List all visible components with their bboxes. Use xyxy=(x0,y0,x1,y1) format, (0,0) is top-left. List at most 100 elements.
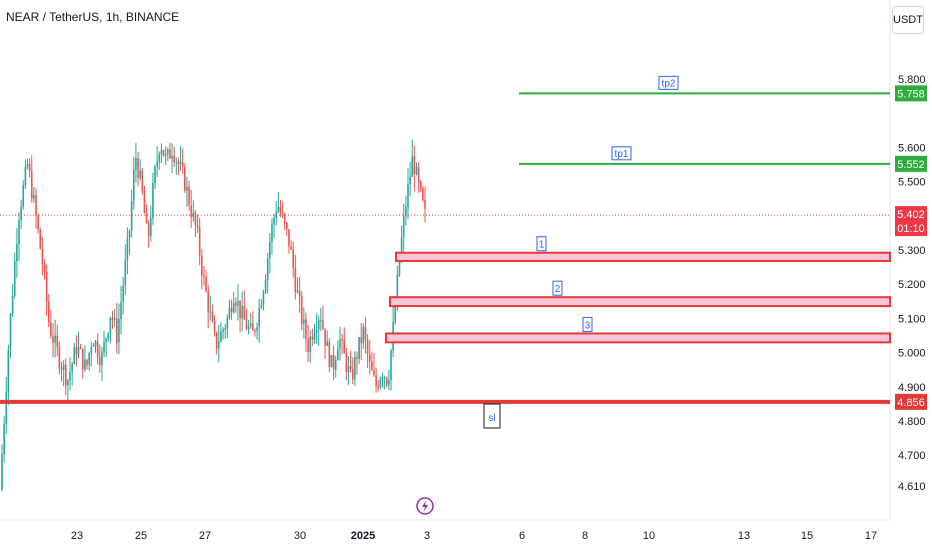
candle-body xyxy=(45,272,48,302)
candle-body xyxy=(283,214,286,223)
candle-body xyxy=(118,319,120,343)
candle-body xyxy=(215,332,218,349)
chart-symbol-title: NEAR / TetherUS, 1h, BINANCE xyxy=(6,10,180,24)
candle-body xyxy=(184,166,186,191)
candle-body xyxy=(281,213,284,215)
candle-body xyxy=(364,326,367,340)
candle-body xyxy=(241,305,243,319)
level-badge-tp1 xyxy=(895,155,927,172)
level-badge-text: 5.552 xyxy=(897,159,925,171)
candle-body xyxy=(419,181,422,189)
candle-body xyxy=(298,290,301,297)
last-price-countdown: 01:10 xyxy=(897,223,925,235)
entry-zone-2[interactable] xyxy=(389,296,891,308)
candle-body xyxy=(84,359,86,370)
time-tick-label: 6 xyxy=(519,530,525,542)
candle-body xyxy=(9,314,12,350)
candle-body xyxy=(317,320,320,330)
candle-body xyxy=(235,302,237,306)
candle-body xyxy=(307,338,309,353)
candle-body xyxy=(224,328,226,330)
candle-body xyxy=(209,311,212,313)
candle-body xyxy=(379,379,382,387)
candle-body xyxy=(375,375,377,387)
candle-body xyxy=(196,224,199,228)
candle-body xyxy=(75,347,78,355)
candle-body xyxy=(60,368,63,370)
candle-body xyxy=(228,307,231,319)
candle-body xyxy=(424,200,426,209)
candle-body xyxy=(260,305,263,308)
candle-body xyxy=(360,337,363,344)
candle-body xyxy=(22,185,25,207)
time-tick-label: 17 xyxy=(865,530,877,542)
candle-body xyxy=(305,319,307,339)
candle-body xyxy=(39,229,42,249)
candle-body xyxy=(96,341,99,358)
candle-body xyxy=(90,346,93,354)
candle-body xyxy=(54,335,56,343)
currency-button[interactable]: USDT xyxy=(892,6,924,34)
candle-body xyxy=(405,207,407,216)
candle-body xyxy=(203,275,205,277)
candle-body xyxy=(311,336,314,340)
candle-body xyxy=(358,337,360,359)
candle-body xyxy=(249,323,252,327)
candle-body xyxy=(245,319,248,330)
candle-body xyxy=(101,352,103,365)
candle-body xyxy=(105,338,107,343)
candle-body xyxy=(381,377,384,380)
candle-body xyxy=(145,213,148,224)
candle-body xyxy=(11,295,14,315)
candle-body xyxy=(232,302,235,313)
candle-body xyxy=(56,335,59,348)
candle-body xyxy=(88,353,90,365)
candle-body xyxy=(226,318,229,329)
candle-body xyxy=(169,149,171,159)
candle-body xyxy=(50,322,52,337)
candle-body xyxy=(324,328,326,346)
candle-body xyxy=(186,186,188,191)
candle-body xyxy=(309,336,312,353)
candle-body xyxy=(286,222,288,230)
candle-body xyxy=(13,261,16,296)
candle-body xyxy=(377,386,380,388)
time-tick-label: 23 xyxy=(71,530,83,542)
entry-zone-3[interactable] xyxy=(385,332,891,344)
candle-body xyxy=(35,195,37,216)
candle-body xyxy=(345,353,348,372)
candle-body xyxy=(192,212,195,218)
candle-body xyxy=(279,206,282,214)
candle-body xyxy=(124,260,127,286)
candle-body xyxy=(341,338,343,340)
entry-zone-1[interactable] xyxy=(395,251,891,262)
candle-body xyxy=(339,338,341,349)
candle-body xyxy=(296,290,299,293)
candle-body xyxy=(230,307,233,313)
candle-body xyxy=(86,359,88,365)
candle-body xyxy=(396,274,399,307)
sl-tag-box xyxy=(483,403,501,429)
price-tick-label: 5.000 xyxy=(898,348,926,360)
zone-tag-label: 1 xyxy=(539,240,545,251)
candle-body xyxy=(413,156,416,175)
candle-body xyxy=(130,201,133,231)
candle-body xyxy=(179,162,182,165)
candle-body xyxy=(222,329,224,332)
candle-body xyxy=(188,186,190,206)
candle-body xyxy=(115,318,118,343)
candle-body xyxy=(37,215,39,230)
time-tick-label: 3 xyxy=(424,530,430,542)
candle-body xyxy=(288,229,290,246)
candle-body xyxy=(256,326,258,332)
candle-body xyxy=(411,156,414,177)
candle-body xyxy=(334,360,337,370)
candle-body xyxy=(239,300,241,319)
level-badge-sl xyxy=(895,393,927,410)
candle-body xyxy=(273,218,275,225)
candle-body xyxy=(137,158,139,178)
candle-body xyxy=(62,364,65,370)
candle-body xyxy=(211,311,214,322)
candle-body xyxy=(243,305,246,320)
